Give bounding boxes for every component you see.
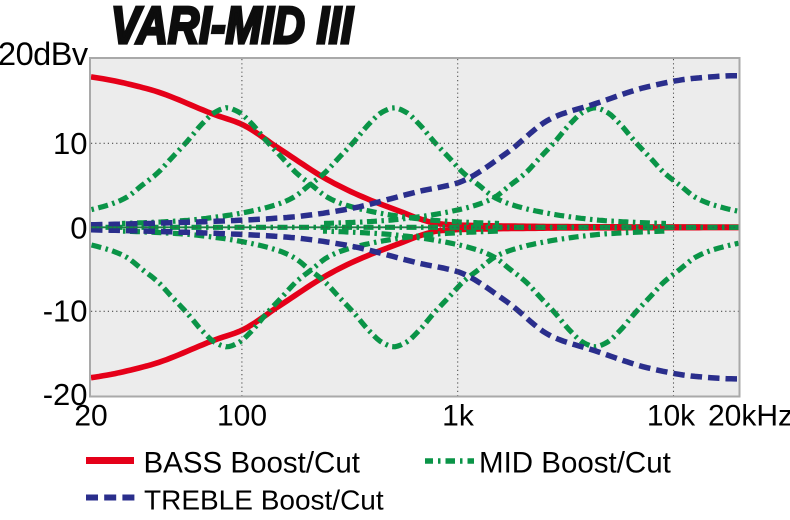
svg-text:100: 100 xyxy=(217,400,267,433)
svg-text:10: 10 xyxy=(53,126,87,161)
svg-text:VARI-MID III: VARI-MID III xyxy=(111,0,354,55)
svg-text:TREBLE Boost/Cut: TREBLE Boost/Cut xyxy=(144,485,384,516)
svg-text:20dBv: 20dBv xyxy=(0,36,89,72)
svg-text:20: 20 xyxy=(74,400,107,433)
svg-text:MID Boost/Cut: MID Boost/Cut xyxy=(479,447,671,480)
svg-text:BASS Boost/Cut: BASS Boost/Cut xyxy=(144,447,360,480)
svg-text:0: 0 xyxy=(70,211,87,246)
svg-text:-10: -10 xyxy=(43,294,88,329)
svg-text:1k: 1k xyxy=(442,400,475,433)
svg-text:-20: -20 xyxy=(43,377,88,412)
svg-text:20kHz: 20kHz xyxy=(708,400,790,433)
svg-text:10k: 10k xyxy=(647,400,696,433)
